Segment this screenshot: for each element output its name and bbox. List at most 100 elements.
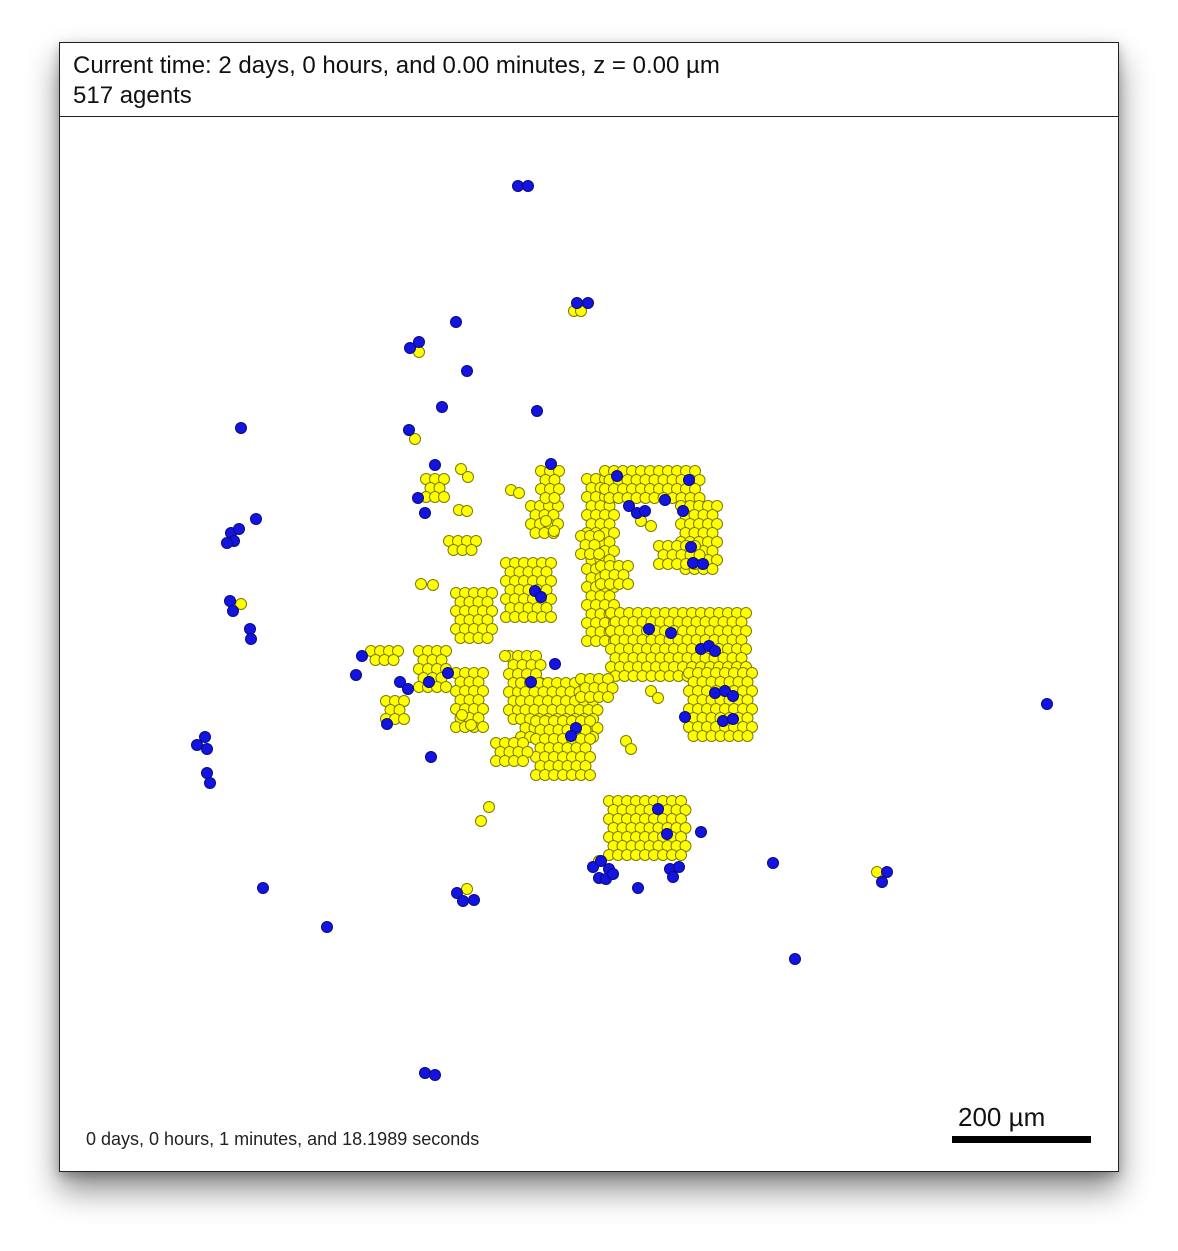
blue-agent bbox=[423, 676, 435, 688]
yellow-agent bbox=[548, 492, 561, 504]
blue-agent bbox=[412, 492, 424, 504]
blue-agent bbox=[350, 669, 362, 681]
blue-agent bbox=[451, 887, 463, 899]
yellow-agent bbox=[415, 578, 427, 590]
blue-agent bbox=[419, 507, 431, 519]
blue-agent bbox=[201, 743, 213, 755]
blue-agent bbox=[191, 739, 203, 751]
blue-agent bbox=[233, 523, 245, 535]
yellow-agent bbox=[645, 520, 657, 532]
blue-agent bbox=[356, 650, 368, 662]
blue-agent bbox=[545, 458, 557, 470]
blue-agent bbox=[697, 558, 709, 570]
blue-agent bbox=[224, 595, 236, 607]
blue-agent bbox=[695, 826, 707, 838]
blue-agent bbox=[665, 627, 677, 639]
blue-agent bbox=[639, 505, 651, 517]
yellow-agent bbox=[462, 471, 474, 483]
blue-agent bbox=[436, 401, 448, 413]
agent-count-label: 517 agents bbox=[73, 82, 192, 109]
blue-agent bbox=[607, 868, 619, 880]
yellow-agent bbox=[465, 719, 477, 731]
blue-agent bbox=[535, 591, 547, 603]
blue-agent bbox=[661, 828, 673, 840]
blue-agent bbox=[595, 855, 607, 867]
yellow-agent bbox=[456, 709, 468, 721]
blue-agent bbox=[582, 297, 594, 309]
blue-agent bbox=[525, 676, 537, 688]
blue-agent bbox=[402, 683, 414, 695]
yellow-agent bbox=[584, 769, 596, 781]
yellow-agent bbox=[398, 713, 410, 725]
yellow-agent bbox=[461, 883, 473, 895]
blue-agent bbox=[461, 365, 473, 377]
blue-agent bbox=[679, 711, 691, 723]
yellow-agent bbox=[593, 548, 605, 560]
yellow-agent bbox=[513, 487, 525, 499]
blue-agent bbox=[876, 876, 888, 888]
blue-agent bbox=[789, 953, 801, 965]
yellow-agent bbox=[427, 579, 439, 591]
blue-agent bbox=[425, 751, 437, 763]
yellow-agent bbox=[440, 681, 452, 693]
blue-agent bbox=[221, 537, 233, 549]
yellow-agent bbox=[409, 433, 421, 445]
yellow-agent bbox=[481, 632, 494, 644]
blue-agent bbox=[1041, 698, 1053, 710]
blue-agent bbox=[643, 623, 655, 635]
blue-agent bbox=[549, 658, 561, 670]
blue-agent bbox=[404, 342, 416, 354]
blue-agent bbox=[727, 690, 739, 702]
blue-agent bbox=[321, 921, 333, 933]
blue-agent bbox=[204, 777, 216, 789]
yellow-agent bbox=[455, 463, 467, 475]
blue-agent bbox=[623, 500, 635, 512]
yellow-agent bbox=[540, 515, 552, 527]
blue-agent bbox=[677, 505, 689, 517]
blue-agent bbox=[442, 667, 454, 679]
header-panel: Current time: 2 days, 0 hours, and 0.00 … bbox=[60, 43, 1118, 117]
yellow-agent bbox=[387, 654, 400, 666]
blue-agent bbox=[587, 861, 599, 873]
yellow-agent bbox=[461, 505, 473, 517]
yellow-agent bbox=[706, 563, 719, 575]
blue-agent bbox=[571, 297, 583, 309]
blue-agent bbox=[450, 316, 462, 328]
blue-agent bbox=[468, 894, 480, 906]
blue-agent bbox=[717, 715, 729, 727]
blue-agent bbox=[727, 713, 739, 725]
blue-agent bbox=[227, 605, 239, 617]
scale-bar-label: 200 µm bbox=[958, 1102, 1046, 1132]
blue-agent bbox=[565, 730, 577, 742]
yellow-agent bbox=[675, 849, 687, 861]
blue-agent bbox=[512, 180, 524, 192]
blue-agent bbox=[687, 557, 699, 569]
yellow-agent bbox=[602, 691, 614, 703]
blue-agent bbox=[244, 623, 256, 635]
blue-agent bbox=[403, 424, 415, 436]
blue-agent bbox=[881, 866, 893, 878]
yellow-agents-layer bbox=[235, 305, 883, 895]
blue-agent bbox=[659, 494, 671, 506]
yellow-agent bbox=[483, 801, 495, 813]
yellow-agent bbox=[652, 692, 664, 704]
blue-agents-layer bbox=[191, 180, 1053, 1081]
blue-agent bbox=[767, 857, 779, 869]
yellow-agent bbox=[438, 491, 450, 503]
blue-agent bbox=[250, 513, 262, 525]
yellow-agent bbox=[545, 611, 557, 623]
yellow-agent bbox=[871, 866, 883, 878]
blue-agent bbox=[381, 718, 393, 730]
blue-agent bbox=[611, 470, 623, 482]
blue-agent bbox=[199, 731, 211, 743]
blue-agent bbox=[245, 633, 257, 645]
yellow-agent bbox=[465, 544, 478, 556]
blue-agent bbox=[685, 541, 697, 553]
blue-agent bbox=[457, 895, 469, 907]
blue-agent bbox=[394, 676, 406, 688]
blue-agent bbox=[709, 687, 721, 699]
blue-agent bbox=[419, 1067, 431, 1079]
agent-plot bbox=[191, 180, 1053, 1081]
yellow-agent bbox=[622, 578, 634, 590]
blue-agent bbox=[683, 474, 695, 486]
